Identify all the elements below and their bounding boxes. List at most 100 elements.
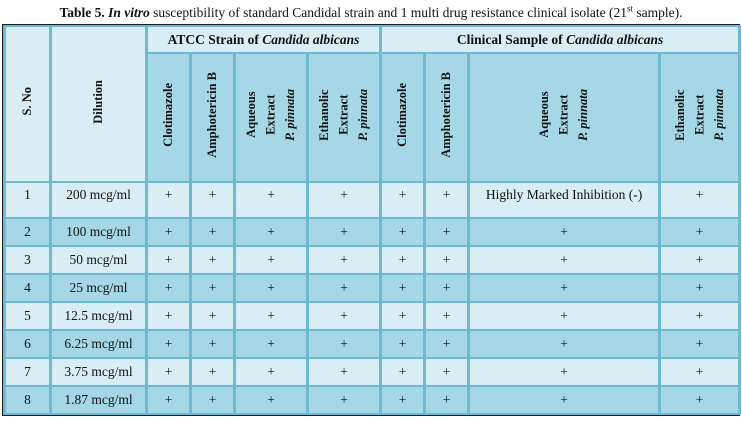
sno-cell: 7 [3, 357, 52, 388]
result-cell: + [189, 245, 236, 276]
result-cell: + [467, 301, 662, 332]
result-cell: + [145, 245, 192, 276]
result-cell: + [379, 301, 427, 332]
result-cell: + [145, 301, 192, 332]
result-cell: + [423, 217, 471, 248]
result-cell: + [658, 329, 742, 360]
result-cell: + [423, 181, 471, 220]
result-cell: + [379, 385, 427, 416]
clinical-species: Candida albicans [566, 31, 664, 47]
sno-label: S. No [18, 87, 37, 115]
result-cell: + [305, 301, 383, 332]
dilution-cell: 1.87 mcg/ml [49, 385, 148, 416]
result-cell: + [658, 181, 742, 220]
result-cell: + [233, 385, 309, 416]
header-species: P. pinnata [711, 89, 726, 142]
sno-cell: 6 [3, 329, 52, 360]
result-cell: + [423, 245, 471, 276]
result-cell: + [145, 217, 192, 248]
table-row: 2 100 mcg/ml + + + + + + + + [3, 217, 742, 248]
inhibition-note-cell: Highly Marked Inhibition (-) [467, 181, 662, 220]
table-caption: Table 5. In vitro susceptibility of stan… [0, 0, 742, 24]
column-header-atcc-clotimazole: Clotimazole [145, 52, 192, 184]
result-cell: + [467, 329, 662, 360]
result-cell: + [658, 357, 742, 388]
dilution-cell: 200 mcg/ml [49, 181, 148, 220]
result-cell: + [658, 301, 742, 332]
result-cell: + [379, 217, 427, 248]
group-header-row: S. No Dilution ATCC Strain of Candida al… [3, 25, 742, 184]
result-cell: + [305, 181, 383, 220]
clinical-prefix: Clinical Sample of [456, 31, 567, 47]
result-cell: + [379, 357, 427, 388]
table-row: 4 25 mcg/ml + + + + + + + + [3, 273, 742, 304]
result-cell: + [145, 273, 192, 304]
result-cell: + [305, 245, 383, 276]
dilution-cell: 12.5 mcg/ml [49, 301, 148, 332]
group-header-clinical: Clinical Sample of Candida albicans [379, 25, 742, 55]
result-cell: + [379, 245, 427, 276]
dilution-cell: 6.25 mcg/ml [49, 329, 148, 360]
result-cell: + [423, 273, 471, 304]
table-row: 3 50 mcg/ml + + + + + + + + [3, 245, 742, 276]
result-cell: + [379, 273, 427, 304]
result-cell: + [467, 245, 662, 276]
table-row: 7 3.75 mcg/ml + + + + + + + + [3, 357, 742, 388]
caption-text-end: sample). [633, 5, 683, 20]
result-cell: + [305, 357, 383, 388]
result-cell: + [233, 181, 309, 220]
result-cell: + [423, 385, 471, 416]
header-name: Clotimazole [394, 83, 409, 148]
header-name: Ethanolic Extract [316, 89, 351, 141]
result-cell: + [233, 217, 309, 248]
column-header-clinical-amphotericin: Amphotericin B [423, 52, 471, 184]
result-cell: + [145, 329, 192, 360]
susceptibility-table-wrapper: S. No Dilution ATCC Strain of Candida al… [2, 24, 742, 417]
result-cell: + [467, 357, 662, 388]
result-cell: + [658, 217, 742, 248]
result-cell: + [658, 273, 742, 304]
sno-text: S. No [19, 87, 34, 116]
caption-text: susceptibility of standard Candidal stra… [149, 5, 628, 20]
result-cell: + [658, 245, 742, 276]
column-header-clinical-aqueous-extract: Aqueous Extract P. pinnata [467, 52, 662, 184]
sno-cell: 5 [3, 301, 52, 332]
table-row: 6 6.25 mcg/ml + + + + + + + + [3, 329, 742, 360]
table-row: 8 1.87 mcg/ml + + + + + + + + [3, 385, 742, 416]
header-name: Clotimazole [160, 83, 175, 148]
result-cell: + [189, 329, 236, 360]
header-name: Amphotericin B [204, 72, 219, 159]
sno-cell: 8 [3, 385, 52, 416]
sno-cell: 4 [3, 273, 52, 304]
caption-superscript: st [627, 3, 634, 14]
result-cell: + [233, 329, 309, 360]
table-row: 5 12.5 mcg/ml + + + + + + + + [3, 301, 742, 332]
result-cell: + [189, 181, 236, 220]
result-cell: + [658, 385, 742, 416]
atcc-prefix: ATCC Strain of [167, 31, 263, 47]
caption-invitro: In vitro [104, 5, 150, 20]
result-cell: + [189, 385, 236, 416]
result-cell: + [145, 385, 192, 416]
table-row: 1 200 mcg/ml + + + + + + Highly Marked I… [3, 181, 742, 220]
column-header-sno: S. No [3, 25, 52, 184]
result-cell: + [423, 329, 471, 360]
caption-table-number: Table 5. [59, 5, 105, 20]
result-cell: + [467, 273, 662, 304]
header-species: P. pinnata [282, 89, 297, 142]
header-name: Aqueous Extract [536, 91, 571, 139]
result-cell: + [189, 273, 236, 304]
dilution-cell: 100 mcg/ml [49, 217, 148, 248]
header-name: Aqueous Extract [243, 91, 278, 139]
result-cell: + [305, 385, 383, 416]
result-cell: + [233, 245, 309, 276]
result-cell: + [305, 273, 383, 304]
result-cell: + [233, 357, 309, 388]
result-cell: + [189, 301, 236, 332]
group-header-atcc: ATCC Strain of Candida albicans [144, 25, 383, 55]
column-header-atcc-ethanolic-extract: Ethanolic Extract P. pinnata [305, 52, 383, 184]
column-header-clinical-clotimazole: Clotimazole [379, 52, 427, 184]
dilution-cell: 3.75 mcg/ml [49, 357, 148, 388]
result-cell: + [423, 301, 471, 332]
result-cell: + [379, 181, 427, 220]
